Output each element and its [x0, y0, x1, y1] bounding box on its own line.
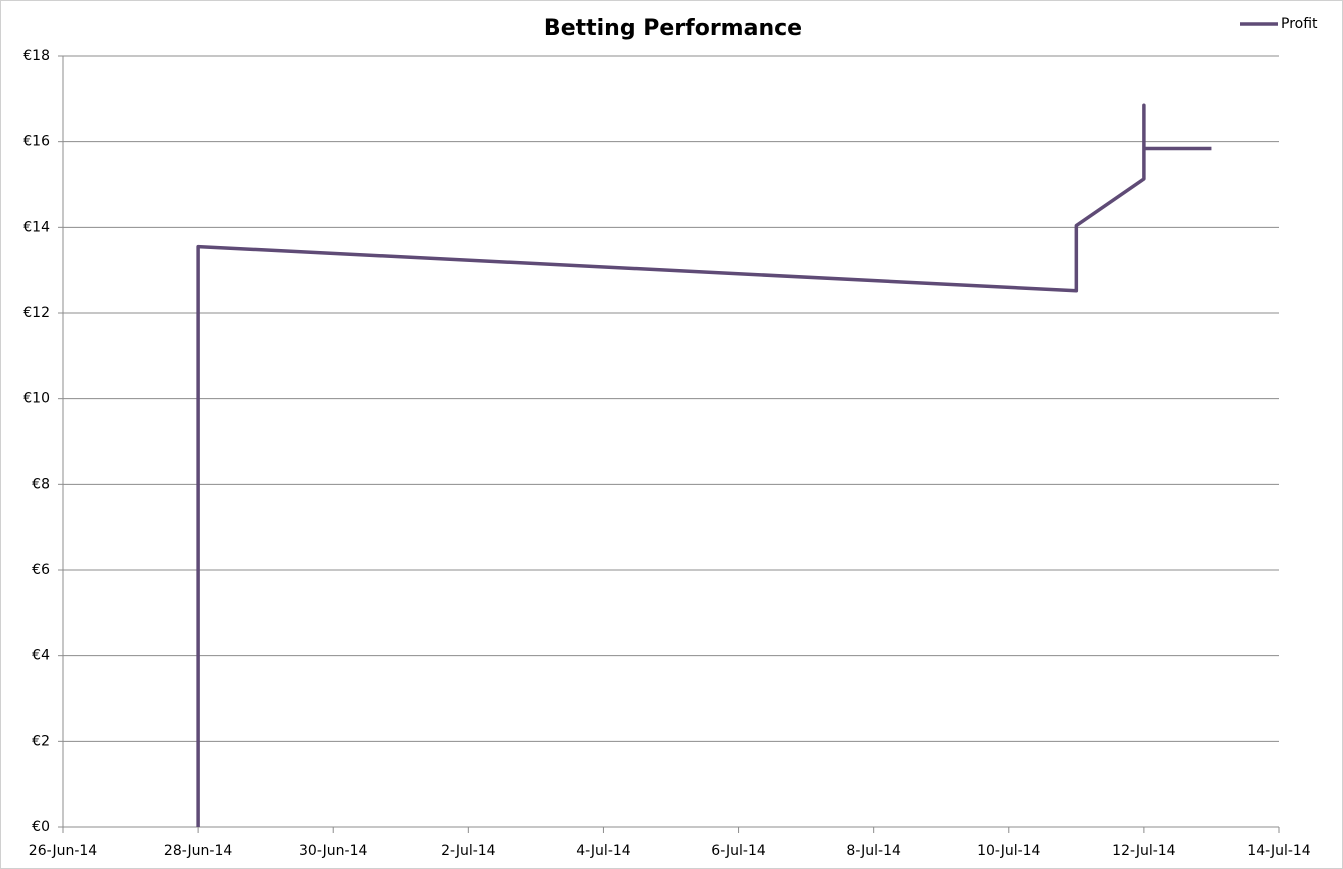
y-tick-label: €12: [23, 305, 50, 321]
y-tick-label: €16: [23, 134, 50, 150]
y-tick-label: €10: [23, 391, 50, 407]
legend-label: Profit: [1281, 16, 1318, 32]
y-tick-label: €4: [32, 648, 50, 664]
y-tick-label: €0: [32, 819, 50, 835]
y-tick-label: €2: [32, 733, 50, 749]
chart-title: Betting Performance: [544, 16, 802, 41]
x-tick-label: 28-Jun-14: [164, 843, 232, 859]
x-tick-label: 12-Jul-14: [1112, 843, 1175, 859]
line-series: [196, 103, 1212, 827]
x-tick-label: 2-Jul-14: [441, 843, 496, 859]
x-tick-label: 10-Jul-14: [977, 843, 1040, 859]
x-tick-label: 4-Jul-14: [576, 843, 631, 859]
y-tick-label: €8: [32, 476, 50, 492]
x-tick-label: 26-Jun-14: [29, 843, 97, 859]
y-tick-label: €6: [32, 562, 50, 578]
x-tick-label: 14-Jul-14: [1247, 843, 1310, 859]
y-tick-label: €18: [23, 48, 50, 64]
x-tick-label: 30-Jun-14: [299, 843, 367, 859]
y-tick-label: €14: [23, 219, 50, 235]
x-tick-label: 6-Jul-14: [711, 843, 766, 859]
x-tick-label: 8-Jul-14: [846, 843, 901, 859]
